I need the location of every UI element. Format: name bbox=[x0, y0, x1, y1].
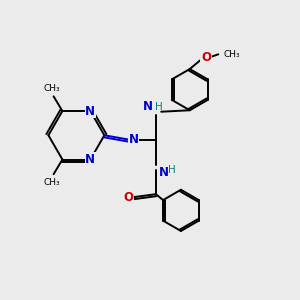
Text: H: H bbox=[155, 102, 163, 112]
Text: N: N bbox=[85, 105, 95, 118]
Text: O: O bbox=[124, 190, 134, 204]
Text: CH₃: CH₃ bbox=[44, 178, 60, 187]
Text: H: H bbox=[168, 165, 176, 175]
Text: N: N bbox=[85, 153, 95, 166]
Text: O: O bbox=[201, 51, 211, 64]
Text: CH₃: CH₃ bbox=[224, 50, 240, 59]
Text: CH₃: CH₃ bbox=[44, 84, 60, 93]
Text: N: N bbox=[159, 166, 169, 179]
Text: N: N bbox=[142, 100, 153, 113]
Text: N: N bbox=[129, 133, 139, 146]
